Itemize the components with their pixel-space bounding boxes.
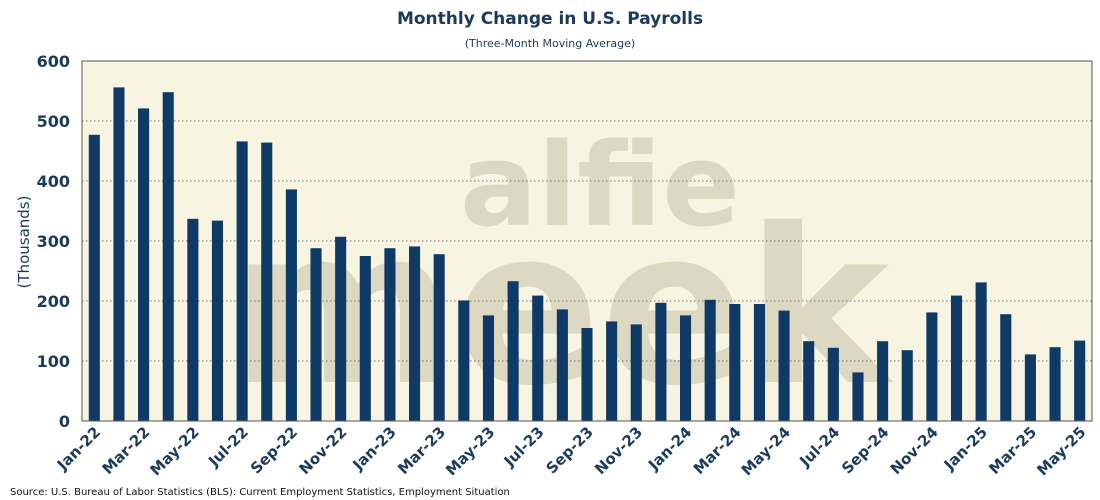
- bar-jan-23: [384, 248, 396, 421]
- bar-mar-25: [1024, 354, 1036, 421]
- x-tick-label: Sep-24: [838, 423, 892, 477]
- x-tick-label: Jul-22: [204, 423, 252, 471]
- y-tick-label: 600: [37, 52, 70, 71]
- y-tick-label: 500: [37, 112, 70, 131]
- bar-apr-25: [1049, 347, 1061, 421]
- bar-dec-22: [359, 256, 371, 421]
- bar-feb-23: [409, 246, 421, 421]
- y-tick-label: 400: [37, 172, 70, 191]
- chart-subtitle: (Three-Month Moving Average): [465, 37, 635, 50]
- bar-apr-23: [458, 300, 470, 421]
- x-tick-label: Nov-23: [591, 423, 646, 478]
- y-tick-label: 300: [37, 232, 70, 251]
- y-tick-label: 100: [37, 352, 70, 371]
- x-tick-label: May-23: [442, 423, 498, 479]
- source-note: Source: U.S. Bureau of Labor Statistics …: [10, 487, 510, 498]
- bar-aug-22: [261, 142, 273, 421]
- bar-nov-23: [630, 324, 642, 421]
- watermark-line-1: alfie: [460, 119, 740, 253]
- bar-oct-23: [606, 321, 618, 421]
- x-tick-label: Nov-24: [887, 423, 942, 478]
- bar-jul-22: [236, 141, 248, 421]
- bar-jun-23: [507, 281, 519, 421]
- x-tick-label: Sep-22: [247, 423, 301, 477]
- bar-jun-22: [211, 220, 224, 421]
- bar-dec-23: [655, 302, 667, 421]
- bar-mar-23: [433, 254, 445, 421]
- bar-jan-25: [975, 282, 987, 421]
- x-tick-label: Mar-22: [99, 423, 154, 478]
- bar-dec-24: [950, 295, 963, 421]
- bar-oct-22: [310, 248, 322, 421]
- chart-title: Monthly Change in U.S. Payrolls: [397, 9, 703, 29]
- bar-aug-24: [852, 372, 864, 421]
- bar-sep-22: [285, 189, 297, 421]
- x-tick-label: Sep-23: [543, 423, 597, 477]
- bar-may-23: [482, 315, 495, 421]
- bar-apr-24: [753, 304, 765, 421]
- bar-feb-24: [704, 299, 716, 421]
- y-axis-label: (Thousands): [15, 196, 33, 289]
- plot-border: [81, 60, 1093, 422]
- bar-may-24: [778, 310, 790, 421]
- bar-jul-24: [827, 347, 839, 421]
- bar-apr-22: [162, 92, 174, 421]
- bar-jul-23: [532, 295, 544, 421]
- bar-sep-23: [581, 328, 593, 421]
- y-tick-label: 200: [37, 292, 70, 311]
- x-tick-label: May-22: [146, 423, 202, 479]
- x-tick-label: May-24: [738, 423, 794, 479]
- x-tick-label: Mar-25: [985, 423, 1040, 478]
- bar-oct-24: [901, 350, 913, 421]
- bar-mar-24: [729, 304, 741, 421]
- bar-may-22: [187, 218, 199, 421]
- x-tick-label: Jan-25: [940, 423, 991, 474]
- bars: [88, 87, 1086, 422]
- x-tick-label: Mar-23: [394, 423, 449, 478]
- x-tick-label: Jul-24: [795, 423, 843, 471]
- y-tick-label: 0: [59, 412, 70, 431]
- x-tick-label: Nov-22: [296, 423, 351, 478]
- bar-sep-24: [877, 341, 889, 421]
- bar-nov-22: [335, 236, 347, 421]
- bar-feb-22: [113, 87, 125, 422]
- bar-jun-24: [803, 341, 815, 421]
- bar-aug-23: [556, 309, 568, 421]
- x-tick-label: Jan-24: [644, 423, 695, 474]
- x-tick-label: Mar-24: [690, 423, 745, 478]
- bar-jan-24: [679, 315, 692, 421]
- bar-mar-22: [138, 108, 150, 422]
- x-tick-label: Jan-23: [349, 423, 400, 474]
- y-axis-ticks: 0 100 200 300 400 500 600: [37, 52, 70, 431]
- bar-jan-22: [88, 134, 100, 422]
- bar-may-25: [1074, 340, 1086, 421]
- x-tick-label: May-25: [1033, 423, 1089, 479]
- bar-nov-24: [926, 312, 938, 421]
- bar-feb-25: [1000, 314, 1012, 421]
- x-tick-label: Jul-23: [500, 423, 548, 471]
